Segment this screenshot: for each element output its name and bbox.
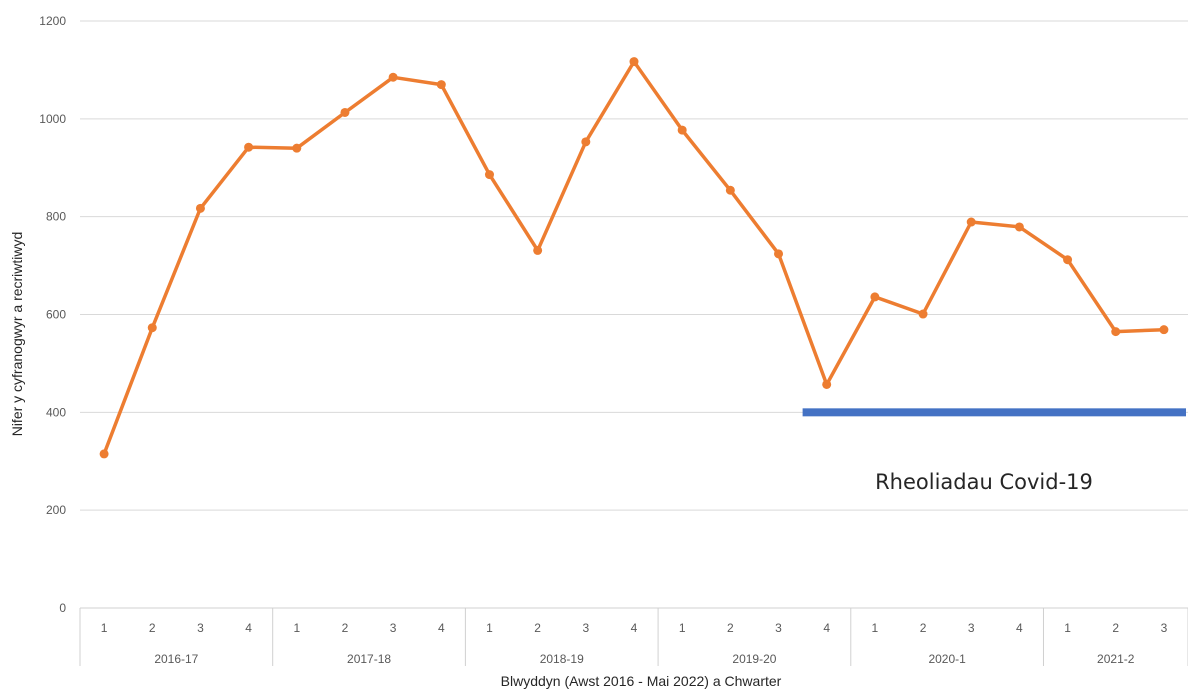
x-tick-quarter: 3 [582, 621, 589, 635]
data-point [244, 142, 254, 152]
data-point [774, 249, 784, 259]
x-tick-quarter: 4 [438, 621, 445, 635]
x-tick-quarter: 2 [342, 621, 349, 635]
data-point [1014, 222, 1024, 232]
data-point [340, 107, 350, 117]
x-tick-quarter: 3 [1161, 621, 1168, 635]
x-tick-quarter: 4 [245, 621, 252, 635]
x-tick-year: 2018-19 [540, 652, 584, 666]
data-point [99, 449, 109, 459]
data-point [436, 80, 446, 90]
x-tick-quarter: 2 [534, 621, 541, 635]
x-tick-quarter: 1 [486, 621, 493, 635]
y-tick-label: 400 [46, 405, 66, 419]
data-point [1111, 327, 1121, 337]
x-tick-quarter: 3 [775, 621, 782, 635]
covid-restrictions-bar [802, 408, 1186, 417]
data-point [533, 245, 543, 255]
x-tick-quarter: 3 [197, 621, 204, 635]
data-point [147, 323, 157, 333]
data-point [484, 170, 494, 180]
data-point [292, 143, 302, 153]
x-tick-quarter: 1 [872, 621, 879, 635]
x-tick-quarter: 4 [631, 621, 638, 635]
x-axis: 1 2 3 4 2016-17 1 2 3 4 2017-18 1 2 3 4 2018-19 1 2 3 4 201… [79, 608, 1188, 666]
data-point [677, 125, 687, 135]
data-point [1063, 255, 1073, 265]
gridlines [80, 20, 1188, 609]
x-tick-quarter: 2 [727, 621, 734, 635]
series-line-path [102, 59, 1166, 456]
x-tick-year: 2021-2 [1097, 652, 1135, 666]
y-tick-label: 600 [46, 308, 66, 322]
series-line [99, 57, 1169, 459]
y-tick-label: 1000 [39, 112, 66, 126]
data-point [581, 137, 591, 147]
x-tick-quarter: 2 [1112, 621, 1119, 635]
covid-annotation-label: Rheoliadau Covid-19 [875, 470, 1093, 494]
data-point [1159, 325, 1169, 335]
data-point [870, 292, 880, 302]
x-tick-quarter: 4 [823, 621, 830, 635]
data-point [195, 203, 205, 213]
y-tick-label: 0 [59, 601, 66, 615]
data-point [822, 379, 832, 389]
y-tick-label: 800 [46, 210, 66, 224]
x-tick-quarter: 3 [390, 621, 397, 635]
x-axis-title: Blwyddyn (Awst 2016 - Mai 2022) a Chwart… [501, 673, 782, 689]
y-tick-label: 1200 [39, 14, 66, 28]
y-axis-ticks: 0 200 400 600 800 1000 1200 [39, 14, 66, 615]
x-tick-year: 2020-1 [928, 652, 966, 666]
x-tick-quarter: 2 [920, 621, 927, 635]
x-tick-quarter: 3 [968, 621, 975, 635]
y-tick-label: 200 [46, 503, 66, 517]
x-tick-year: 2017-18 [347, 652, 391, 666]
data-point [388, 72, 398, 82]
x-tick-year: 2016-17 [154, 652, 198, 666]
x-tick-quarter: 1 [1064, 621, 1071, 635]
data-point [725, 185, 735, 195]
x-tick-year: 2019-20 [732, 652, 776, 666]
y-axis-title: Nifer y cyfranogwyr a recriwtiwyd [9, 232, 25, 437]
x-tick-quarter: 1 [101, 621, 108, 635]
x-tick-quarter: 4 [1016, 621, 1023, 635]
data-point [629, 57, 639, 67]
data-point [966, 217, 976, 227]
x-tick-quarter: 1 [679, 621, 686, 635]
x-tick-quarter: 1 [293, 621, 300, 635]
data-point [918, 309, 928, 319]
x-tick-quarter: 2 [149, 621, 156, 635]
